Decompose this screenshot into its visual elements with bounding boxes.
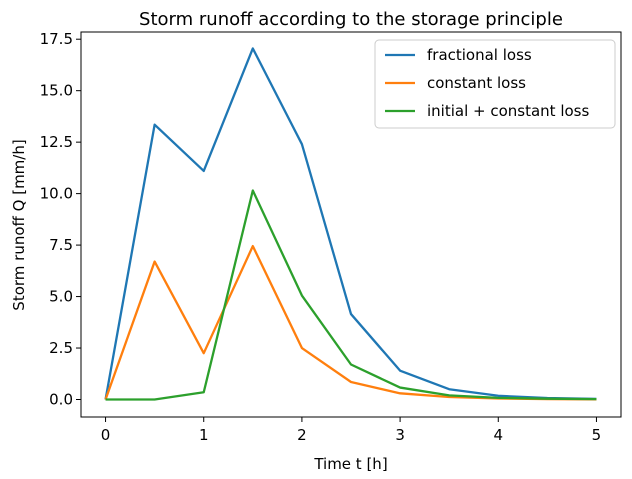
plot-area [104,47,597,401]
y-tick-label: 10.0 [40,185,73,203]
legend-label: initial + constant loss [427,102,589,120]
y-tick-label: 5.0 [49,288,73,306]
y-tick-label: 15.0 [40,82,73,100]
x-axis: 0 1 2 3 4 5 [101,417,601,444]
legend-label: constant loss [427,74,526,92]
legend-label: fractional loss [427,46,532,64]
y-tick-label: 17.5 [40,30,73,48]
legend-box [374,39,616,129]
x-axis-label: Time t [h] [313,455,387,473]
y-tick-label: 2.5 [49,339,73,357]
y-tick-label: 7.5 [49,236,73,254]
plot-frame [80,31,622,418]
series-line-3 [105,189,597,401]
series-line-2 [104,244,597,401]
x-tick-label: 2 [297,426,307,444]
x-tick-label: 1 [199,426,209,444]
x-tick-label: 4 [493,426,503,444]
legend: fractional loss constant loss initial + co… [374,39,616,129]
y-tick-label: 0.0 [49,391,73,409]
x-tick-label: 5 [592,426,602,444]
y-axis: 0.0 2.5 5.0 7.5 10.0 12.5 15.0 17.5 [40,30,81,409]
chart-title: Storm runoff according to the storage pr… [139,9,563,30]
y-axis-label: Storm runoff Q [mm/h] [10,139,28,310]
y-tick-label: 12.5 [40,133,73,151]
x-tick-label: 3 [395,426,405,444]
series-line-1 [104,47,597,401]
x-tick-label: 0 [101,426,111,444]
